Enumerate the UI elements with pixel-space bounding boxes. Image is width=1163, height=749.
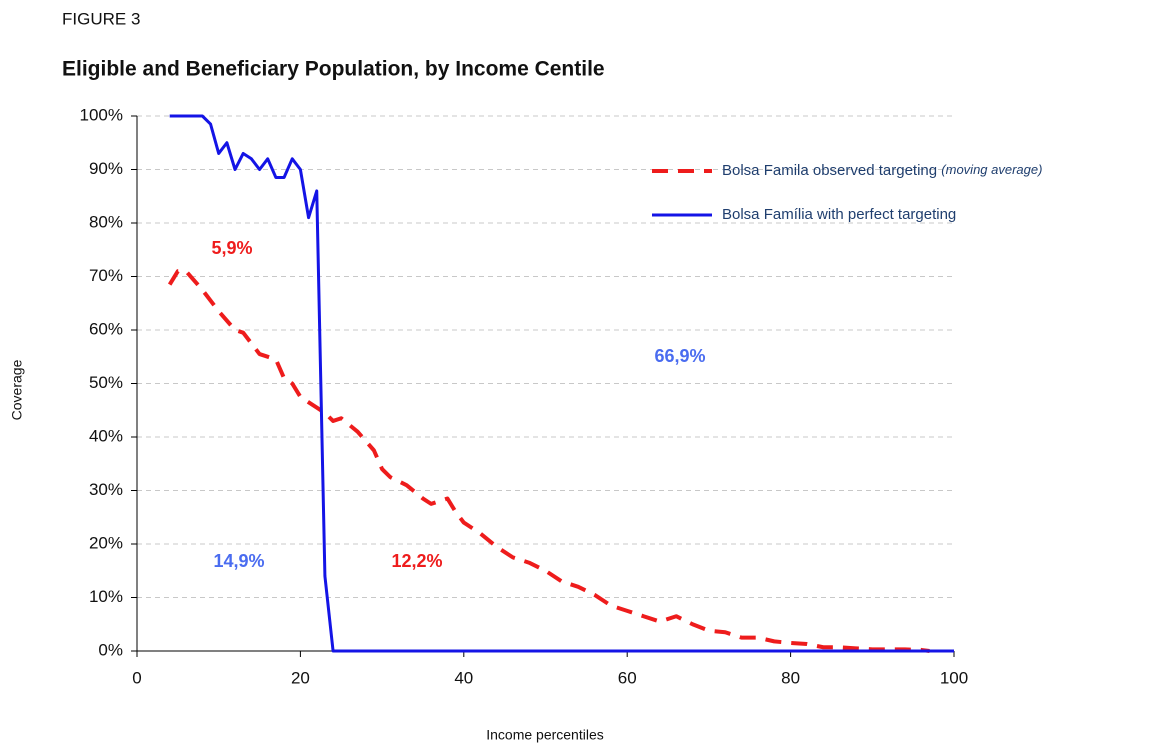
- y-tick-label: 90%: [89, 159, 123, 178]
- x-axis-label: Income percentiles: [486, 727, 604, 743]
- series-line: [169, 114, 954, 653]
- y-tick-label: 60%: [89, 319, 123, 338]
- series-line: [167, 269, 930, 653]
- x-tick-label: 20: [291, 668, 310, 687]
- legend-name: Bolsa Famila observed targeting: [722, 162, 937, 179]
- y-axis-label: Coverage: [9, 359, 25, 420]
- annotation: 12,2%: [391, 551, 442, 571]
- x-tick-label: 0: [132, 668, 141, 687]
- y-tick-label: 40%: [89, 426, 123, 445]
- y-tick-label: 50%: [89, 373, 123, 392]
- figure-label: FIGURE 3: [62, 9, 140, 28]
- y-tick-label: 30%: [89, 480, 123, 499]
- y-tick-label: 20%: [89, 533, 123, 552]
- chart-title: Eligible and Beneficiary Population, by …: [62, 58, 605, 81]
- annotation: 14,9%: [213, 551, 264, 571]
- y-tick-label: 80%: [89, 212, 123, 231]
- x-tick-label: 40: [454, 668, 473, 687]
- legend-name: Bolsa Família with perfect targeting: [722, 206, 956, 223]
- x-tick-label: 80: [781, 668, 800, 687]
- legend-label: Bolsa Família with perfect targeting: [722, 206, 956, 223]
- x-tick-label: 100: [940, 668, 968, 687]
- legend-label: Bolsa Famila observed targeting (moving …: [722, 162, 1042, 179]
- annotation: 66,9%: [654, 346, 705, 366]
- legend-note: (moving average): [941, 162, 1042, 177]
- x-tick-label: 60: [618, 668, 637, 687]
- y-tick-label: 10%: [89, 587, 123, 606]
- y-tick-label: 100%: [80, 105, 123, 124]
- annotation: 5,9%: [211, 238, 252, 258]
- y-tick-label: 70%: [89, 266, 123, 285]
- y-tick-label: 0%: [98, 640, 123, 659]
